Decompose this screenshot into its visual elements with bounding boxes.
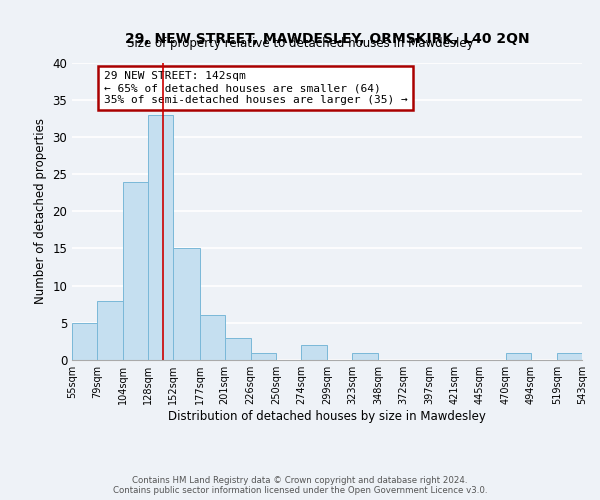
Bar — [506, 352, 531, 360]
Bar — [148, 114, 173, 360]
Y-axis label: Number of detached properties: Number of detached properties — [34, 118, 47, 304]
Title: 29, NEW STREET, MAWDESLEY, ORMSKIRK, L40 2QN: 29, NEW STREET, MAWDESLEY, ORMSKIRK, L40… — [125, 32, 529, 46]
Bar — [352, 352, 378, 360]
Bar — [199, 316, 224, 360]
Bar — [557, 352, 582, 360]
Bar — [251, 352, 276, 360]
Bar — [72, 323, 97, 360]
Bar — [224, 338, 251, 360]
Bar — [123, 182, 148, 360]
Text: Contains HM Land Registry data © Crown copyright and database right 2024.
Contai: Contains HM Land Registry data © Crown c… — [113, 476, 487, 495]
Bar — [173, 248, 200, 360]
Text: 29 NEW STREET: 142sqm
← 65% of detached houses are smaller (64)
35% of semi-deta: 29 NEW STREET: 142sqm ← 65% of detached … — [104, 72, 407, 104]
Bar — [97, 300, 123, 360]
X-axis label: Distribution of detached houses by size in Mawdesley: Distribution of detached houses by size … — [168, 410, 486, 423]
Bar — [301, 345, 327, 360]
Text: Size of property relative to detached houses in Mawdesley: Size of property relative to detached ho… — [127, 38, 473, 51]
